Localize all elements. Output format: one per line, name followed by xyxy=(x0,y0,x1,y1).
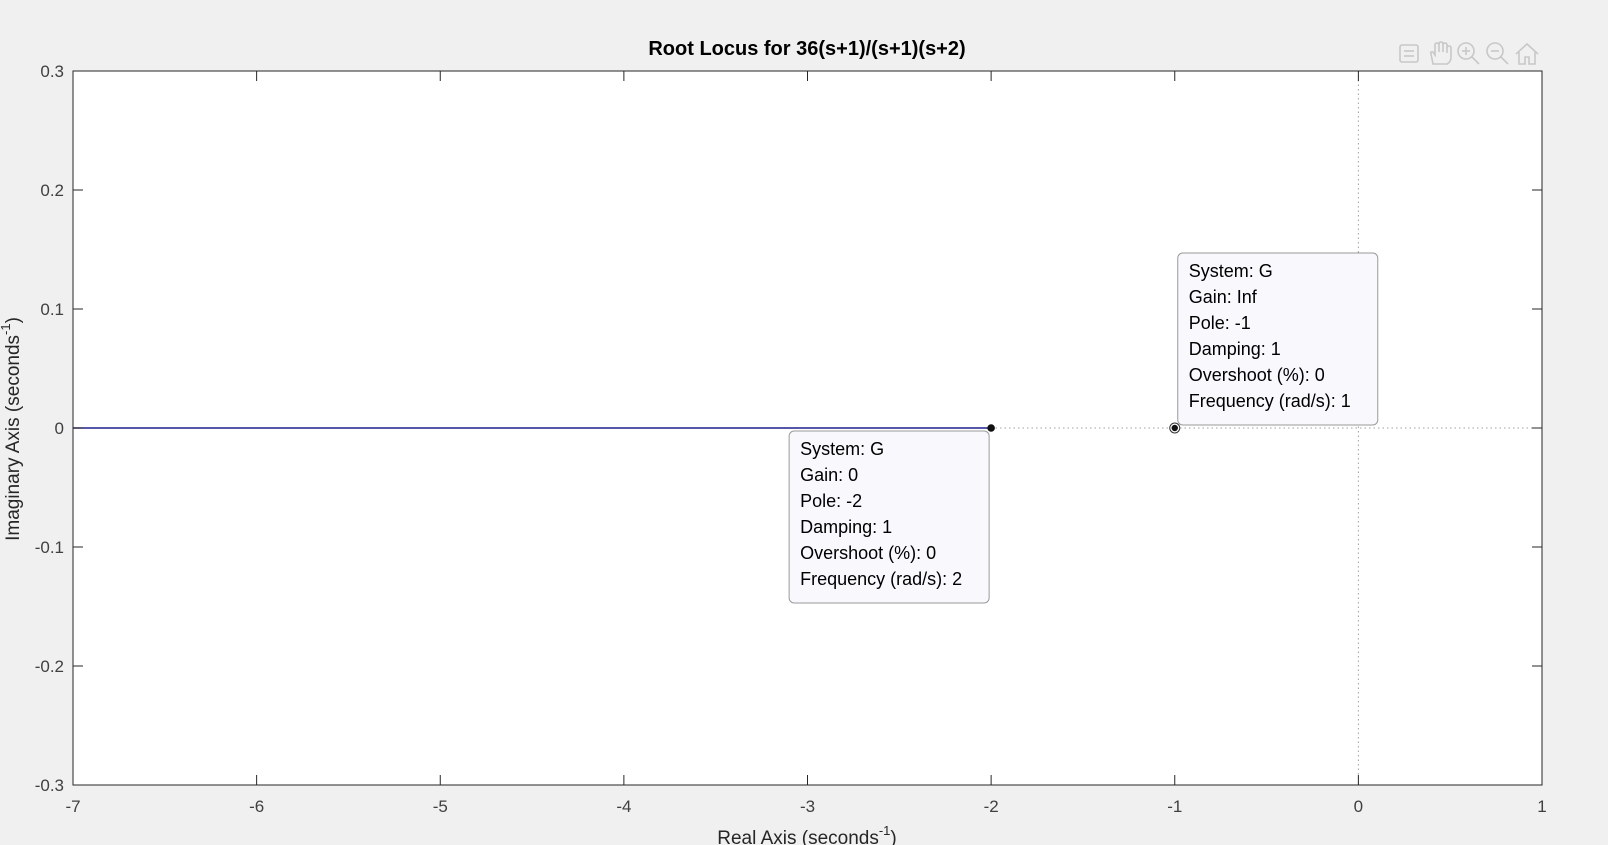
home-icon[interactable] xyxy=(1515,42,1539,65)
pan-hand-icon[interactable] xyxy=(1429,41,1452,65)
x-tick-label: -1 xyxy=(1167,797,1182,816)
datatip-line: Overshoot (%): 0 xyxy=(800,543,936,563)
x-tick-label: -5 xyxy=(433,797,448,816)
x-tick-label: -3 xyxy=(800,797,815,816)
datatip-line: System: G xyxy=(800,439,884,459)
y-tick-label: 0 xyxy=(55,419,64,438)
datatip-box xyxy=(1177,252,1379,426)
x-axis-label-text: Real Axis (seconds xyxy=(717,828,879,845)
y-axis-label-text: Imaginary Axis (seconds xyxy=(3,335,24,541)
datatip-line: Frequency (rad/s): 2 xyxy=(800,569,962,589)
datatip-0[interactable]: System: G Gain: 0 Pole: -2 Damping: 1 Oversh… xyxy=(788,430,990,604)
y-axis-label-close: ) xyxy=(3,317,24,323)
x-axis-label-close: ) xyxy=(890,828,896,845)
tick-labels-layer: -7 -6 -5 -4 -3 -2 -1 0 1 -0.3 -0.2 -0.1 0 0.1 0.2 0.3 xyxy=(35,62,1547,816)
y-axis-label: Imaginary Axis (seconds-1) xyxy=(0,317,24,541)
x-axis-label-exponent: -1 xyxy=(879,823,891,838)
x-axis-label: Real Axis (seconds-1) xyxy=(717,823,896,845)
x-tick-label: -7 xyxy=(65,797,80,816)
datatip-line: Pole: -2 xyxy=(800,491,862,511)
zoom-in-icon[interactable] xyxy=(1457,42,1480,65)
datatip-1[interactable]: System: G Gain: Inf Pole: -1 Damping: 1 Over… xyxy=(1177,252,1379,426)
datatip-line: System: G xyxy=(1189,261,1273,281)
y-tick-label: 0.1 xyxy=(40,300,64,319)
y-tick-label: 0.3 xyxy=(40,62,64,81)
datatips-layer: System: G Gain: 0 Pole: -2 Damping: 1 Oversh… xyxy=(788,252,1379,604)
datatip-line: Gain: Inf xyxy=(1189,287,1258,307)
datatip-line: Damping: 1 xyxy=(1189,339,1281,359)
x-tick-label: -6 xyxy=(249,797,264,816)
x-tick-label: 0 xyxy=(1354,797,1363,816)
ticks-layer xyxy=(72,70,1543,786)
y-tick-label: 0.2 xyxy=(40,181,64,200)
datatip-line: Gain: 0 xyxy=(800,465,858,485)
y-tick-label: -0.3 xyxy=(35,776,64,795)
y-tick-label: -0.1 xyxy=(35,538,64,557)
datatip-line: Frequency (rad/s): 1 xyxy=(1189,391,1351,411)
axes-toolbar xyxy=(1399,41,1539,65)
datatip-box xyxy=(788,430,990,604)
datatip-line: Pole: -1 xyxy=(1189,313,1251,333)
markers-layer xyxy=(987,422,1181,434)
chart-title: Root Locus for 36(s+1)/(s+1)(s+2) xyxy=(648,38,965,60)
zoom-out-icon[interactable] xyxy=(1486,42,1509,65)
y-axis-label-exponent: -1 xyxy=(0,323,13,335)
x-tick-label: 1 xyxy=(1537,797,1546,816)
y-tick-label: -0.2 xyxy=(35,657,64,676)
x-tick-label: -4 xyxy=(616,797,631,816)
x-tick-label: -2 xyxy=(984,797,999,816)
datatip-line: Damping: 1 xyxy=(800,517,892,537)
datatip-marker-0 xyxy=(987,424,995,432)
datatip-marker-1 xyxy=(1171,424,1178,432)
datatip-line: Overshoot (%): 0 xyxy=(1189,365,1325,385)
brush-icon[interactable] xyxy=(1399,44,1419,63)
